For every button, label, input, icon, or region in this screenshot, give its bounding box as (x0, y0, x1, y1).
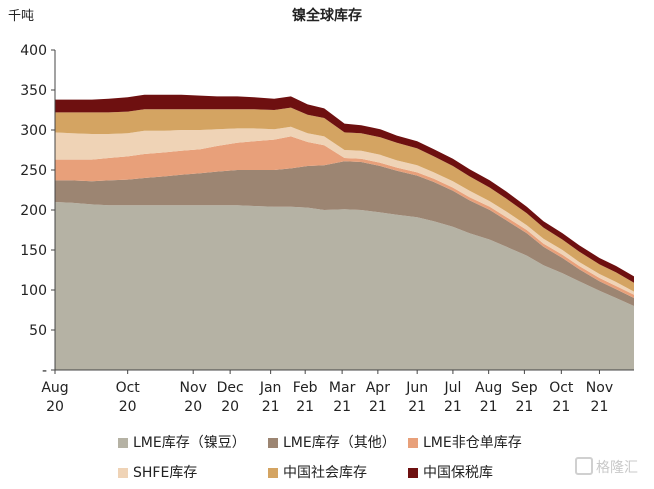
watermark: 格隆汇 (575, 457, 638, 477)
watermark-logo-icon (575, 457, 593, 475)
area-series-0 (55, 202, 634, 370)
y-tick-label: - (42, 363, 47, 379)
y-tick-label: 100 (20, 283, 47, 299)
legend-item-5: 中国保税库 (408, 462, 493, 482)
legend-swatch (408, 438, 418, 448)
x-tick-label: 21 (444, 399, 462, 415)
x-tick-label: 20 (46, 399, 64, 415)
watermark-text: 格隆汇 (596, 460, 638, 476)
area-series-1 (55, 161, 634, 306)
y-tick-label: 200 (20, 203, 47, 219)
legend-item-2: LME非仓单库存 (408, 432, 522, 452)
x-tick-label: 21 (333, 399, 351, 415)
x-tick-label: Oct (549, 380, 574, 396)
legend-swatch (118, 438, 128, 448)
legend-label: LME库存（镍豆） (133, 435, 246, 451)
x-tick-label: Jul (443, 380, 461, 396)
y-tick-label: 350 (20, 83, 47, 99)
x-tick-label: Mar (329, 380, 356, 396)
x-tick-label: 21 (480, 399, 498, 415)
legend-label: LME库存（其他） (283, 435, 396, 451)
x-tick-label: Feb (293, 380, 318, 396)
x-axis: Aug 20 Oct 20 Nov 20 Dec 20 Jan 21 Feb 21 Mar 21 Apr 21… (41, 369, 634, 415)
y-tick-label: 400 (20, 43, 47, 59)
area-series-3 (55, 126, 634, 295)
x-tick-label: 20 (221, 399, 239, 415)
x-tick-label: Oct (116, 380, 141, 396)
x-tick-label: Jun (405, 380, 428, 396)
y-tick-label: 250 (20, 163, 47, 179)
legend-item-4: 中国社会库存 (268, 462, 367, 482)
x-tick-label: 21 (408, 399, 426, 415)
x-tick-label: Dec (217, 380, 244, 396)
x-tick-label: 21 (369, 399, 387, 415)
y-tick-label: 50 (29, 323, 47, 339)
y-axis: - 50 100 150 200 250 300 350 400 (20, 43, 56, 379)
legend-item-1: LME库存（其他） (268, 432, 396, 452)
legend-swatch (118, 468, 128, 478)
area-series-4 (55, 107, 634, 292)
y-tick-label: 150 (20, 243, 47, 259)
x-tick-label: Apr (366, 380, 390, 396)
x-tick-label: 21 (262, 399, 280, 415)
x-tick-label: 21 (515, 399, 533, 415)
legend-swatch (408, 468, 418, 478)
legend-label: SHFE库存 (133, 465, 198, 481)
legend-swatch (268, 438, 278, 448)
x-tick-label: 20 (184, 399, 202, 415)
x-tick-label: 21 (296, 399, 314, 415)
y-tick-label: 300 (20, 123, 47, 139)
x-tick-label: 21 (591, 399, 609, 415)
x-tick-label: Aug (475, 380, 502, 396)
x-tick-label: Nov (586, 380, 613, 396)
legend-label: 中国社会库存 (283, 465, 367, 481)
legend-item-0: LME库存（镍豆） (118, 432, 246, 452)
y-axis-unit: 千吨 (8, 9, 34, 24)
stacked-areas (55, 94, 634, 370)
x-tick-label: Aug (41, 380, 68, 396)
x-tick-label: Sep (511, 380, 538, 396)
x-tick-label: Nov (180, 380, 207, 396)
legend-label: LME非仓单库存 (423, 435, 522, 451)
legend-label: 中国保税库 (423, 465, 493, 481)
x-tick-label: Jan (259, 380, 282, 396)
x-tick-label: 21 (552, 399, 570, 415)
chart-title: 镍全球库存 (292, 7, 362, 24)
area-series-5 (55, 94, 634, 283)
legend-item-3: SHFE库存 (118, 462, 197, 482)
x-tick-label: 20 (119, 399, 137, 415)
legend-swatch (268, 468, 278, 478)
